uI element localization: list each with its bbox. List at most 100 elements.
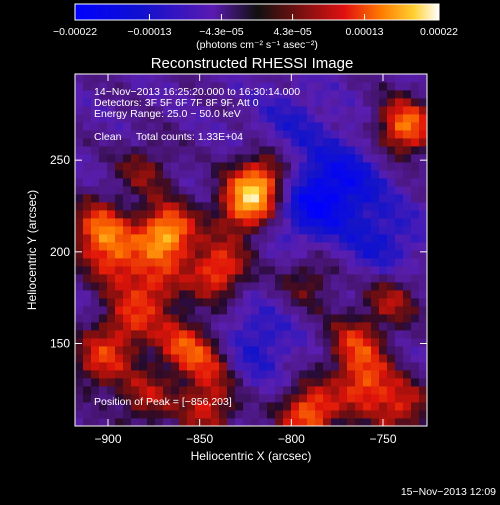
heatmap-cell <box>171 74 180 83</box>
heatmap-cell <box>203 130 212 139</box>
heatmap-cell <box>291 74 300 83</box>
heatmap-cell <box>219 354 228 363</box>
heatmap-cell <box>371 330 380 339</box>
heatmap-cell <box>107 410 116 419</box>
heatmap-cell <box>171 338 180 347</box>
heatmap-cell <box>403 330 412 339</box>
heatmap-cell <box>195 194 204 203</box>
heatmap-cell <box>195 410 204 419</box>
y-tick-label: 150 <box>50 337 70 351</box>
heatmap-cell <box>283 74 292 83</box>
heatmap-cell <box>211 274 220 283</box>
heatmap-cell <box>147 418 156 427</box>
heatmap-cell <box>227 234 236 243</box>
heatmap-cell <box>211 178 220 187</box>
heatmap-cell <box>99 82 108 91</box>
heatmap-cell <box>107 82 116 91</box>
heatmap-cell <box>395 226 404 235</box>
heatmap-cell <box>355 74 364 83</box>
heatmap-cell <box>147 338 156 347</box>
heatmap-cell <box>347 170 356 179</box>
heatmap-cell <box>99 298 108 307</box>
heatmap-cell <box>379 330 388 339</box>
heatmap-cell <box>307 218 316 227</box>
heatmap-cell <box>195 210 204 219</box>
heatmap-cell <box>155 330 164 339</box>
heatmap-cell <box>267 266 276 275</box>
heatmap-cell <box>331 90 340 99</box>
heatmap-cell <box>147 130 156 139</box>
heatmap-cell <box>387 354 396 363</box>
heatmap-cell <box>195 218 204 227</box>
heatmap-cell <box>99 122 108 131</box>
heatmap-cell <box>395 138 404 147</box>
heatmap-cell <box>235 74 244 83</box>
heatmap-cell <box>243 210 252 219</box>
heatmap-cell <box>107 362 116 371</box>
heatmap-cell <box>371 418 380 427</box>
heatmap-cell <box>147 386 156 395</box>
heatmap-cell <box>259 242 268 251</box>
heatmap-cell <box>363 186 372 195</box>
heatmap-cell <box>291 130 300 139</box>
heatmap-cell <box>235 202 244 211</box>
heatmap-cell <box>283 98 292 107</box>
heatmap-cell <box>371 170 380 179</box>
heatmap-cell <box>211 258 220 267</box>
heatmap-cell <box>387 418 396 427</box>
heatmap-cell <box>275 242 284 251</box>
heatmap-cell <box>227 202 236 211</box>
heatmap-cell <box>379 362 388 371</box>
heatmap-cell <box>115 402 124 411</box>
heatmap-cell <box>115 178 124 187</box>
heatmap-cell <box>355 306 364 315</box>
heatmap-cell <box>107 162 116 171</box>
heatmap-cell <box>347 322 356 331</box>
heatmap-cell <box>203 402 212 411</box>
heatmap-cell <box>291 322 300 331</box>
heatmap-cell <box>115 330 124 339</box>
heatmap-cell <box>331 210 340 219</box>
heatmap-cell <box>339 330 348 339</box>
heatmap-cell <box>419 282 428 291</box>
heatmap-cell <box>91 290 100 299</box>
heatmap-cell <box>291 258 300 267</box>
heatmap-cell <box>299 130 308 139</box>
heatmap-cell <box>411 274 420 283</box>
heatmap-cell <box>291 298 300 307</box>
heatmap-cell <box>227 154 236 163</box>
heatmap-cell <box>179 194 188 203</box>
heatmap-cell <box>195 354 204 363</box>
heatmap-cell <box>115 162 124 171</box>
heatmap-cell <box>299 122 308 131</box>
heatmap-cell <box>299 378 308 387</box>
heatmap-cell <box>235 282 244 291</box>
heatmap-cell <box>395 194 404 203</box>
heatmap-cell <box>371 106 380 115</box>
heatmap-cell <box>411 370 420 379</box>
heatmap-cell <box>403 242 412 251</box>
heatmap-cell <box>91 138 100 147</box>
heatmap-cell <box>347 202 356 211</box>
heatmap-cell <box>259 386 268 395</box>
heatmap-cell <box>195 338 204 347</box>
heatmap-cell <box>403 210 412 219</box>
heatmap-cell <box>179 122 188 131</box>
heatmap-cell <box>395 162 404 171</box>
heatmap-cell <box>75 354 84 363</box>
heatmap-cell <box>307 186 316 195</box>
heatmap-cell <box>75 122 84 131</box>
heatmap-cell <box>179 354 188 363</box>
heatmap-cell <box>259 298 268 307</box>
heatmap-cell <box>131 354 140 363</box>
heatmap-cell <box>83 322 92 331</box>
heatmap-cell <box>323 314 332 323</box>
heatmap-cell <box>75 234 84 243</box>
heatmap-cell <box>315 194 324 203</box>
heatmap-cell <box>211 74 220 83</box>
heatmap-cell <box>99 162 108 171</box>
heatmap-cell <box>307 114 316 123</box>
heatmap-cell <box>107 106 116 115</box>
heatmap-cell <box>371 194 380 203</box>
heatmap-cell <box>371 234 380 243</box>
